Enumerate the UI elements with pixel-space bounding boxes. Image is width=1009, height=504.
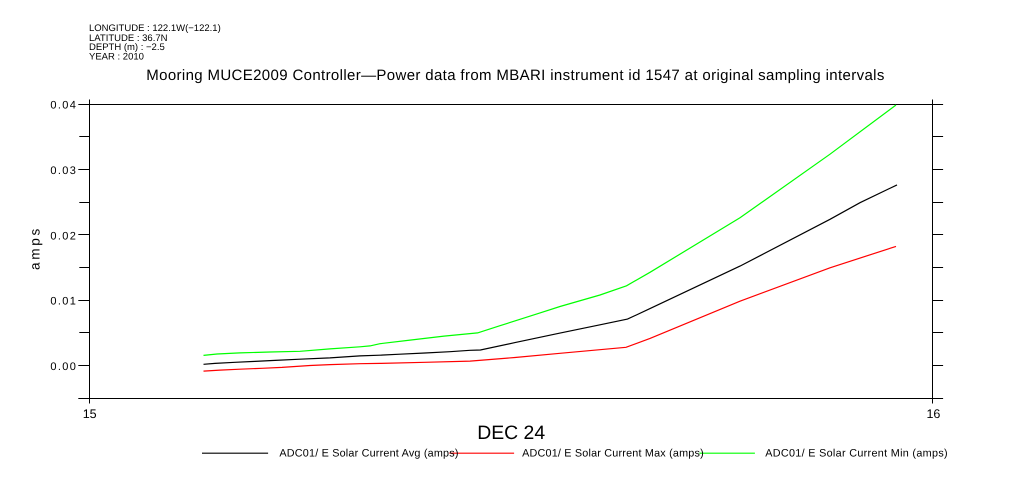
svg-text:16: 16 — [926, 407, 940, 421]
svg-text:LATITUDE : 36.7N: LATITUDE : 36.7N — [89, 33, 168, 44]
svg-text:0.01: 0.01 — [50, 296, 77, 308]
svg-text:0.02: 0.02 — [50, 230, 77, 242]
svg-text:amps: amps — [28, 226, 43, 270]
svg-text:0.00: 0.00 — [50, 361, 77, 373]
svg-text:ADC01/ E Solar Current Min (am: ADC01/ E Solar Current Min (amps) — [765, 447, 948, 459]
svg-text:0.03: 0.03 — [50, 165, 77, 177]
svg-text:DEC 24: DEC 24 — [477, 422, 545, 444]
svg-text:15: 15 — [83, 407, 97, 421]
svg-text:ADC01/ E Solar Current Avg (am: ADC01/ E Solar Current Avg (amps) — [279, 447, 458, 459]
svg-text:DEPTH (m) : −2.5: DEPTH (m) : −2.5 — [89, 42, 165, 53]
svg-text:Mooring MUCE2009 Controller—Po: Mooring MUCE2009 Controller—Power data f… — [146, 67, 884, 84]
svg-text:0.04: 0.04 — [50, 100, 77, 112]
svg-text:YEAR : 2010: YEAR : 2010 — [89, 52, 144, 63]
svg-text:LONGITUDE : 122.1W(−122.1): LONGITUDE : 122.1W(−122.1) — [89, 23, 221, 34]
svg-text:ADC01/ E Solar Current Max (am: ADC01/ E Solar Current Max (amps) — [522, 447, 704, 459]
